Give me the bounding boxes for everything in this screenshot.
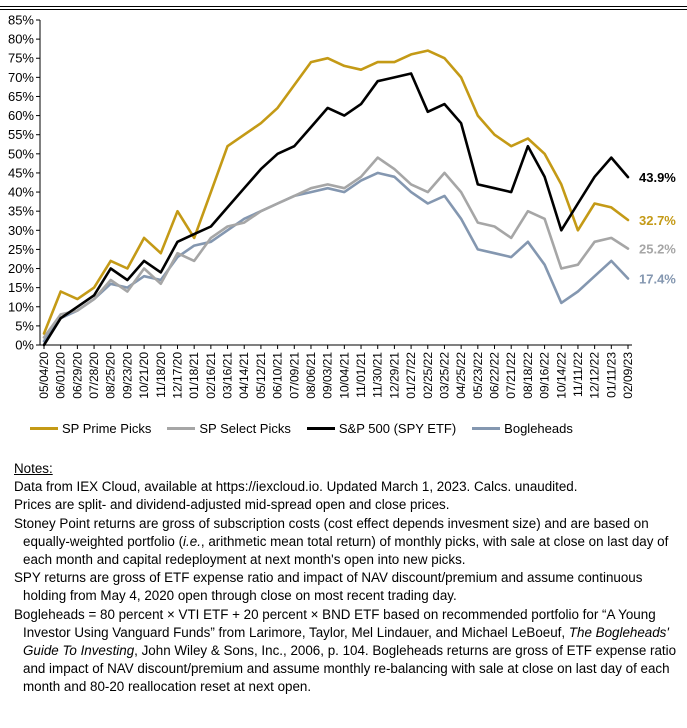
- x-tick-label: 05/12/21: [254, 352, 268, 399]
- legend-item-spy: S&P 500 (SPY ETF): [306, 421, 457, 436]
- y-tick-label: 55%: [8, 127, 34, 142]
- x-tick-label: 07/21/22: [504, 352, 518, 399]
- x-tick-label: 10/21/20: [137, 352, 151, 399]
- top-rule-2: [0, 9, 687, 10]
- x-tick-label: 11/11/22: [571, 352, 585, 397]
- y-tick-label: 40%: [8, 185, 34, 200]
- y-tick-label: 85%: [8, 14, 34, 28]
- line-chart: 0% 5% 10% 15% 20% 25% 30% 35% 40% 45% 50% 55% 60% 65%…: [8, 14, 676, 399]
- notes-heading: Notes:: [14, 461, 53, 476]
- x-tick-label: 09/23/20: [120, 352, 134, 399]
- x-tick-label: 04/25/22: [454, 352, 468, 399]
- y-tick-label: 60%: [8, 108, 34, 123]
- x-tick-label: 09/03/21: [321, 352, 335, 399]
- y-tick-label: 80%: [8, 32, 34, 47]
- x-tick-label: 11/18/20: [154, 352, 168, 398]
- x-tick-label: 07/09/21: [287, 352, 301, 399]
- legend-label-spy: S&P 500 (SPY ETF): [338, 421, 457, 436]
- series-line-select: [42, 156, 630, 339]
- top-rule-1: [0, 6, 687, 7]
- legend-swatch-select: [167, 427, 196, 430]
- x-tick-label: 06/29/20: [70, 352, 84, 399]
- series-line-bogleheads: [42, 171, 630, 343]
- legend-item-bogleheads: Bogleheads: [472, 421, 573, 436]
- x-tick-label: 02/16/21: [204, 352, 218, 399]
- x-tick-label: 05/23/22: [471, 352, 485, 399]
- x-tick-label: 02/25/22: [421, 352, 435, 399]
- note-bogle-book: The Bogleheads' Guide To Investing: [23, 624, 669, 659]
- end-label-spy: 43.9%: [639, 170, 676, 185]
- x-tick-label: 06/10/21: [271, 352, 285, 399]
- x-tick-label: 09/16/22: [538, 352, 552, 399]
- y-tick-label: 50%: [8, 146, 34, 161]
- x-tick-label: 08/06/21: [304, 352, 318, 399]
- end-label-prime: 32.7%: [639, 213, 676, 228]
- chart-legend: SP Prime Picks SP Select Picks S&P 500 (…: [30, 421, 573, 436]
- x-tick-label: 11/01/21: [354, 352, 368, 398]
- legend-swatch-prime: [30, 427, 58, 430]
- legend-swatch-spy: [306, 427, 335, 430]
- note-data-source: Data from IEX Cloud, available at https:…: [14, 479, 578, 495]
- y-tick-label: 30%: [8, 223, 34, 238]
- x-tick-label: 07/28/20: [87, 352, 101, 399]
- legend-label-select: SP Select Picks: [199, 421, 291, 436]
- x-tick-label: 08/25/20: [104, 352, 118, 399]
- x-tick-label: 06/22/22: [488, 352, 502, 399]
- y-tick-label: 45%: [8, 165, 34, 180]
- note-bogle-a: Bogleheads = 80 percent × VTI ETF + 20 p…: [14, 606, 656, 640]
- x-tick-label: 06/01/20: [54, 352, 68, 399]
- x-tick-label: 04/14/21: [237, 352, 251, 399]
- y-tick-label: 70%: [8, 70, 34, 85]
- end-label-bogleheads: 17.4%: [639, 271, 676, 286]
- legend-item-select: SP Select Picks: [167, 421, 291, 436]
- y-tick-label: 5%: [15, 318, 34, 333]
- note-bogle-b: , John Wiley & Sons, Inc., 2006, p. 104.…: [23, 643, 677, 695]
- y-tick-label: 15%: [8, 280, 34, 295]
- note-bogleheads: Bogleheads = 80 percent × VTI ETF + 20 p…: [14, 606, 679, 697]
- note-stoney-point: Stoney Point returns are gross of subscr…: [14, 515, 679, 570]
- y-tick-label: 25%: [8, 242, 34, 257]
- series-line-prime: [42, 49, 630, 335]
- x-tick-label: 03/25/22: [437, 352, 451, 399]
- legend-label-prime: SP Prime Picks: [62, 421, 152, 436]
- y-tick-label: 10%: [8, 299, 34, 314]
- x-tick-label: 01/11/23: [604, 352, 618, 398]
- x-tick-label: 01/18/21: [187, 352, 201, 399]
- note-spy: SPY returns are gross of ETF expense rat…: [14, 570, 643, 604]
- note-stoney-b: , arithmetic mean total return) of month…: [23, 533, 669, 568]
- y-tick-label: 75%: [8, 51, 34, 66]
- note-prices: Prices are split- and dividend-adjusted …: [14, 497, 450, 513]
- notes-section: Notes: Data from IEX Cloud, available at…: [14, 460, 679, 697]
- x-tick-label: 12/12/22: [588, 352, 602, 399]
- note-stoney-a: Stoney Point returns are gross of subscr…: [14, 515, 649, 549]
- legend-item-prime: SP Prime Picks: [30, 421, 151, 436]
- x-tick-label: 05/04/20: [37, 352, 51, 399]
- x-tick-label: 10/14/22: [554, 352, 568, 399]
- note-stoney-ie: i.e.: [183, 533, 201, 549]
- y-tick-label: 20%: [8, 261, 34, 276]
- end-label-select: 25.2%: [639, 242, 676, 257]
- legend-label-bogleheads: Bogleheads: [504, 421, 573, 436]
- x-tick-label: 03/16/21: [221, 352, 235, 399]
- x-tick-label: 08/18/22: [521, 352, 535, 399]
- x-tick-label: 10/04/21: [337, 352, 351, 399]
- series-line-spy: [42, 72, 630, 347]
- x-tick-label: 12/17/20: [170, 352, 184, 399]
- x-tick-label: 02/09/23: [621, 352, 635, 399]
- y-tick-label: 35%: [8, 204, 34, 219]
- x-tick-label: 01/27/22: [404, 352, 418, 399]
- x-tick-label: 12/29/21: [387, 352, 401, 399]
- y-tick-label: 0%: [15, 338, 34, 353]
- legend-swatch-bogleheads: [472, 427, 501, 430]
- y-tick-label: 65%: [8, 89, 34, 104]
- x-tick-label: 11/30/21: [371, 352, 385, 398]
